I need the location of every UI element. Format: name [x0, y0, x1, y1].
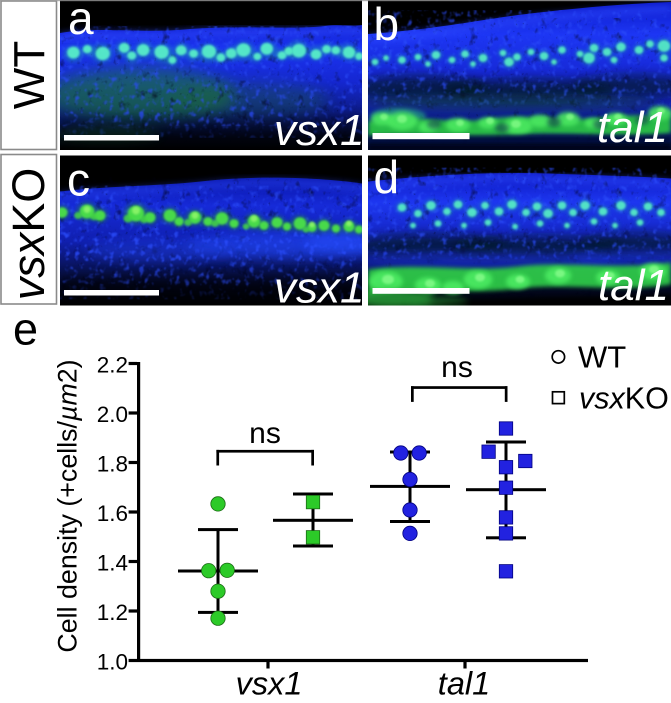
svg-text:tal1: tal1 — [598, 261, 669, 310]
svg-text:WT: WT — [5, 41, 54, 109]
svg-text:2.0: 2.0 — [97, 402, 128, 427]
svg-text:b: b — [374, 0, 400, 50]
svg-text:2.2: 2.2 — [97, 353, 128, 378]
svg-text:WT: WT — [578, 340, 626, 375]
svg-text:1.8: 1.8 — [97, 452, 128, 477]
svg-text:a: a — [68, 0, 94, 44]
svg-text:1.0: 1.0 — [97, 650, 128, 675]
svg-text:vsx1: vsx1 — [236, 666, 303, 699]
svg-text:Cell density (+cells/µm2): Cell density (+cells/µm2) — [52, 359, 82, 652]
svg-text:vsx1: vsx1 — [274, 264, 364, 313]
svg-text:vsxKO: vsxKO — [579, 382, 669, 416]
svg-text:1.6: 1.6 — [97, 501, 128, 526]
svg-text:d: d — [374, 151, 400, 203]
svg-text:ns: ns — [249, 417, 281, 450]
svg-text:1.2: 1.2 — [97, 600, 128, 625]
svg-text:1.4: 1.4 — [97, 551, 128, 576]
svg-text:vsx1: vsx1 — [274, 106, 364, 155]
svg-text:tal1: tal1 — [597, 103, 668, 152]
svg-text:tal1: tal1 — [438, 666, 490, 699]
svg-text:vsxKO: vsxKO — [3, 168, 54, 301]
svg-text:e: e — [13, 304, 38, 355]
svg-text:ns: ns — [441, 351, 473, 384]
svg-text:c: c — [67, 154, 90, 206]
